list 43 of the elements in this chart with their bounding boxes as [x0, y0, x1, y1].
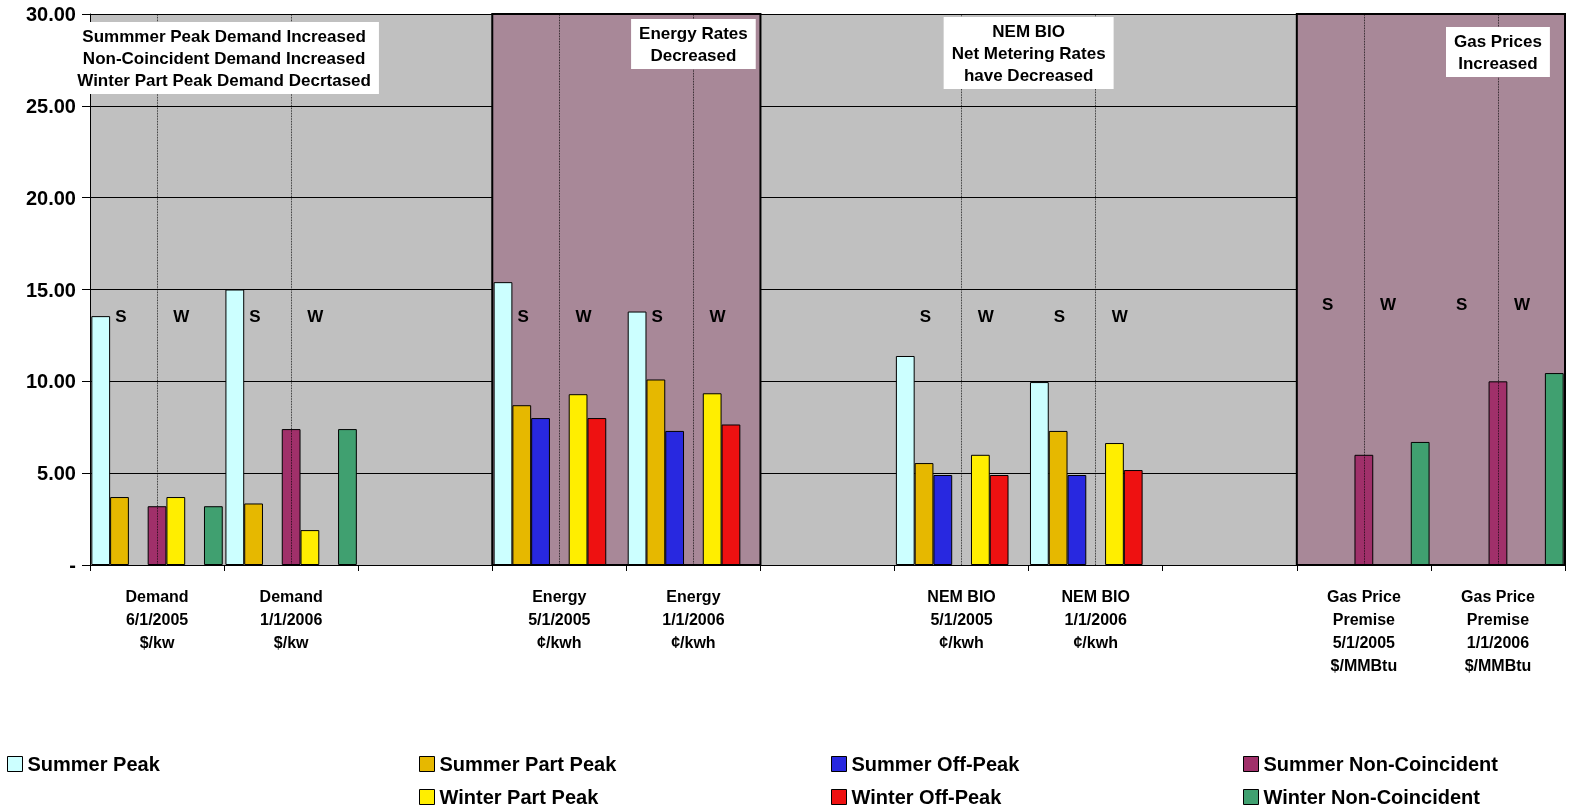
x-tick-label: Demand 6/1/2005 $/kw — [125, 588, 189, 651]
legend-label: Winter Part Peak — [439, 786, 600, 807]
legend-label: Summer Off-Peak — [851, 753, 1021, 775]
y-tick-label: 30.00 — [25, 3, 76, 25]
y-tick-label: 15.00 — [25, 278, 76, 301]
x-tick-label: Gas Price Premise 1/1/2006 $/MMBtu — [1461, 588, 1535, 674]
annotation: S — [919, 306, 932, 326]
annotation: W — [977, 306, 995, 326]
legend-label: Winter Off-Peak — [851, 786, 1003, 807]
annotation: S — [1456, 294, 1468, 314]
annotation: S — [651, 306, 663, 326]
x-tick-label: NEM BIO 5/1/2005 ¢/kwh — [927, 588, 996, 651]
annotation: W — [709, 306, 727, 326]
x-tick-label: NEM BIO 1/1/2006 ¢/kwh — [1061, 588, 1130, 651]
y-tick-label: 20.00 — [25, 186, 76, 209]
annotation: W — [1379, 294, 1397, 314]
y-tick-label: - — [69, 554, 76, 576]
annotation: S — [115, 306, 127, 326]
bar — [203, 506, 223, 565]
annotation: W — [575, 306, 593, 326]
annotation: W — [1514, 294, 1532, 314]
legend-label: Winter Non-Coincident — [1263, 786, 1481, 807]
annotation: S — [1053, 306, 1066, 326]
legend-label: Summer Non-Coincident — [1263, 753, 1499, 775]
annotation: NEM BIO Net Metering Rates have Decreased — [951, 21, 1106, 85]
annotation: W — [173, 306, 191, 326]
annotation: S — [249, 306, 261, 326]
x-tick-label: Gas Price Premise 5/1/2005 $/MMBtu — [1326, 588, 1401, 674]
annotation: Summmer Peak Demand Increased Non-Coincident Demand Increased Winter Part Peak Demand Decrtased — [77, 26, 371, 90]
annotation: S — [517, 306, 529, 326]
x-tick-label: Energy 1/1/2006 ¢/kwh — [662, 588, 725, 651]
annotation: Energy Rates Decreased — [639, 23, 748, 65]
x-tick-label: Energy 5/1/2005 ¢/kwh — [528, 588, 591, 651]
y-tick-label: 5.00 — [37, 462, 76, 485]
annotation: W — [307, 306, 325, 326]
legend-label: Summer Part Peak — [439, 753, 618, 775]
legend-label: Summer Peak — [27, 753, 161, 775]
annotation: S — [1321, 294, 1334, 314]
annotation: W — [1111, 306, 1129, 326]
y-tick-label: 10.00 — [25, 370, 76, 393]
annotation: Gas Prices Increased — [1454, 31, 1542, 73]
y-tick-label: 25.00 — [25, 94, 76, 117]
x-tick-label: Demand 1/1/2006 $/kw — [259, 588, 323, 651]
